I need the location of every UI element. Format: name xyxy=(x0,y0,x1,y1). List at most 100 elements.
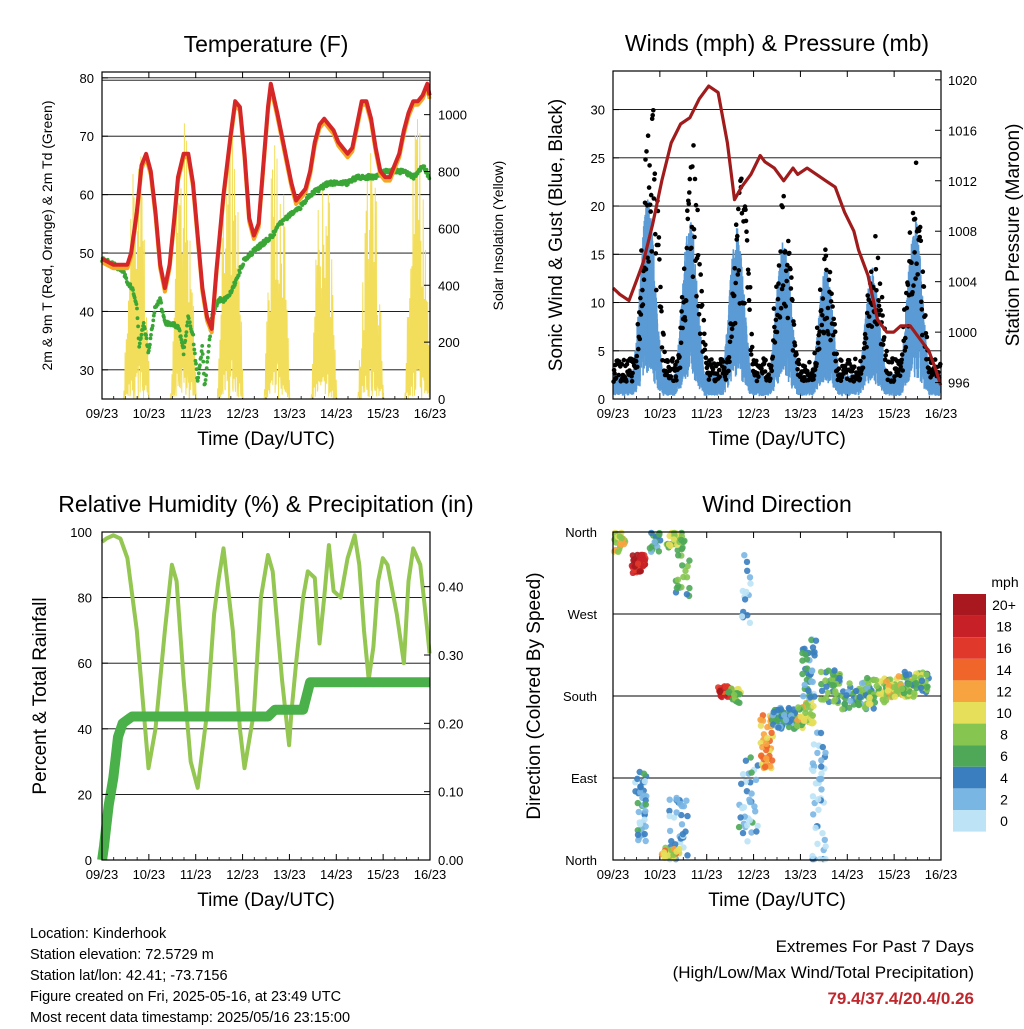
dewpoint-point xyxy=(304,199,309,203)
gust-point xyxy=(921,284,927,289)
legend-swatch xyxy=(953,594,986,616)
direction-point xyxy=(741,596,749,603)
legend-label: 10 xyxy=(996,705,1012,721)
y-right-axis-label: Station Pressure (Maroon) xyxy=(1003,124,1024,347)
direction-point xyxy=(636,821,644,828)
gust-point xyxy=(733,280,738,286)
direction-point xyxy=(786,706,793,713)
gust-point xyxy=(916,228,922,234)
direction-point xyxy=(635,808,642,816)
direction-point xyxy=(751,803,758,810)
direction-point xyxy=(822,694,830,702)
gust-point xyxy=(644,149,649,154)
gust-point xyxy=(658,284,663,290)
gust-point xyxy=(743,207,748,212)
direction-point xyxy=(753,828,760,835)
direction-point xyxy=(746,574,754,581)
y-tick-label: 25 xyxy=(591,151,605,166)
gust-point xyxy=(746,271,751,276)
direction-point xyxy=(856,693,863,701)
direction-point xyxy=(716,688,723,695)
direction-point xyxy=(821,836,828,844)
direction-point xyxy=(767,763,774,770)
gust-point xyxy=(807,359,812,365)
direction-point xyxy=(873,682,880,690)
gust-point xyxy=(780,283,786,288)
dewpoint-point xyxy=(353,178,357,183)
y-tick-label: 20 xyxy=(78,787,92,802)
gust-point xyxy=(643,157,648,162)
dewpoint-point xyxy=(298,206,303,211)
gust-point xyxy=(912,216,918,222)
gust-point xyxy=(811,373,817,379)
direction-point xyxy=(770,709,777,716)
direction-point xyxy=(818,786,825,793)
y-tick-label: 5 xyxy=(598,344,605,359)
gust-point xyxy=(862,340,867,346)
direction-point xyxy=(818,687,826,694)
dewpoint-point xyxy=(139,336,143,341)
dewpoint-point xyxy=(312,191,316,196)
direction-point xyxy=(846,680,853,687)
legend-swatch xyxy=(953,637,986,659)
direction-point xyxy=(748,790,755,797)
gust-point xyxy=(905,282,911,288)
x-tick-label: 11/23 xyxy=(180,867,212,882)
direction-point xyxy=(762,763,769,770)
gust-point xyxy=(836,366,842,372)
x-tick-label: 12/23 xyxy=(737,406,770,421)
dewpoint-point xyxy=(186,316,191,321)
gust-point xyxy=(684,245,690,251)
temperature-panel: 09/23 10/23 11/23 12/23 13/23 14/23 15/23 16/23… xyxy=(39,31,506,450)
direction-point xyxy=(810,702,817,710)
gust-point xyxy=(924,334,930,340)
extremes-values: 79.4/37.4/20.4/0.26 xyxy=(827,989,974,1008)
direction-point xyxy=(802,651,809,658)
x-tick-label: 09/23 xyxy=(86,867,119,882)
plot-frame xyxy=(101,71,431,400)
y-tick-label: North xyxy=(565,853,597,868)
direction-point xyxy=(640,770,648,777)
dewpoint-point xyxy=(198,363,202,368)
gust-point xyxy=(721,359,726,364)
gust-point xyxy=(891,378,897,383)
gust-point xyxy=(744,229,749,234)
wind-direction-panel: 09/23 10/23 11/23 12/23 13/23 14/23 15/23 16/23… xyxy=(524,491,957,911)
dewpoint-point xyxy=(193,351,197,356)
direction-point xyxy=(752,808,759,815)
gust-point xyxy=(769,368,775,374)
gust-point xyxy=(771,306,777,311)
gust-point xyxy=(701,317,707,323)
direction-point xyxy=(890,684,898,691)
direction-point xyxy=(809,644,817,651)
gust-point xyxy=(747,285,753,290)
direction-point xyxy=(739,829,747,837)
legend-swatch xyxy=(953,788,986,810)
x-tick-label: 14/23 xyxy=(320,867,353,882)
direction-point xyxy=(666,796,673,803)
gust-point xyxy=(888,371,893,376)
plot-frame xyxy=(612,70,942,400)
direction-point xyxy=(818,775,825,783)
direction-point xyxy=(810,767,817,775)
gust-point xyxy=(659,308,664,314)
gust-point xyxy=(825,305,831,311)
dewpoint-point xyxy=(135,316,140,321)
dewpoint-point xyxy=(272,232,277,237)
y-right-axis-label: Solar Insolation (Yellow) xyxy=(490,161,506,311)
dewpoint-point xyxy=(188,324,193,328)
gust-point xyxy=(749,331,754,337)
gust-point xyxy=(772,340,778,345)
y-tick-label: 0 xyxy=(598,392,605,407)
direction-point xyxy=(872,676,880,684)
gust-point xyxy=(911,283,916,288)
gust-point xyxy=(762,369,768,374)
gust-point xyxy=(910,210,916,216)
direction-point xyxy=(737,814,744,821)
gust-point xyxy=(831,316,836,322)
gust-point xyxy=(686,201,692,206)
gust-point xyxy=(858,358,863,364)
gust-point xyxy=(828,299,834,304)
x-tick-label: 09/23 xyxy=(597,406,630,421)
gust-point xyxy=(824,315,830,321)
